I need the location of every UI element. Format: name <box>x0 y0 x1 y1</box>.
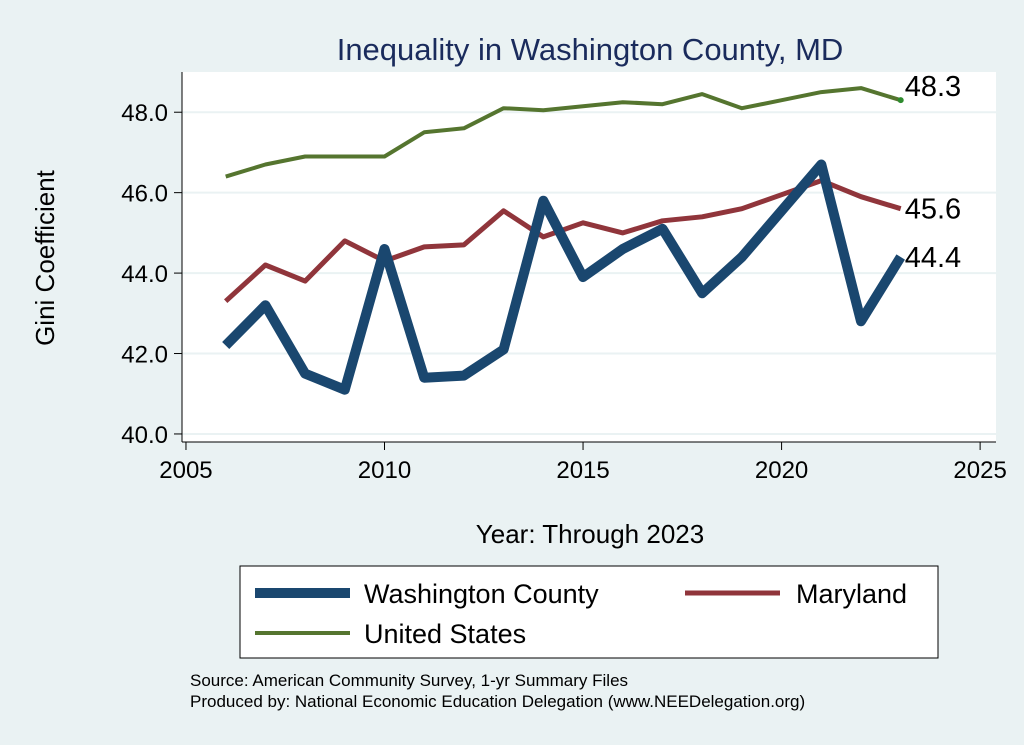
series-line-united-states <box>225 86 902 179</box>
y-tick-label: 44.0 <box>121 261 168 288</box>
y-tick-label: 46.0 <box>121 181 168 208</box>
y-tick-label: 40.0 <box>121 422 168 449</box>
x-tick-label: 2010 <box>358 457 411 484</box>
x-axis-title: Year: Through 2023 <box>476 519 704 549</box>
legend-label-washington-county: Washington County <box>364 579 599 609</box>
y-ticks: 40.0 42.0 44.0 46.0 48.0 <box>121 100 182 449</box>
plot-area <box>182 72 996 442</box>
chart-title: Inequality in Washington County, MD <box>337 32 844 67</box>
y-tick-label: 48.0 <box>121 100 168 127</box>
series-lines <box>222 86 905 395</box>
legend-box <box>239 565 939 659</box>
x-tick-label: 2005 <box>159 457 212 484</box>
series-line-washington-county <box>222 159 905 395</box>
end-label-washington-county: 44.4 <box>905 242 961 274</box>
end-point-united-states <box>897 97 904 104</box>
y-axis-title: Gini Coefficient <box>30 169 60 346</box>
x-ticks: 2005 2010 2015 2020 2025 <box>159 442 1007 484</box>
y-tick-label: 42.0 <box>121 342 168 369</box>
legend-label-united-states: United States <box>364 619 526 649</box>
x-tick-label: 2015 <box>556 457 609 484</box>
x-tick-label: 2025 <box>953 457 1006 484</box>
end-labels: 48.3 45.6 44.4 <box>905 71 961 274</box>
legend: Washington County Maryland United States <box>239 565 939 659</box>
end-label-maryland: 45.6 <box>905 194 961 226</box>
source-note: Source: American Community Survey, 1-yr … <box>190 671 628 690</box>
legend-label-maryland: Maryland <box>796 579 907 609</box>
x-tick-label: 2020 <box>755 457 808 484</box>
end-label-united-states: 48.3 <box>905 71 961 103</box>
producer-note: Produced by: National Economic Education… <box>190 692 805 711</box>
